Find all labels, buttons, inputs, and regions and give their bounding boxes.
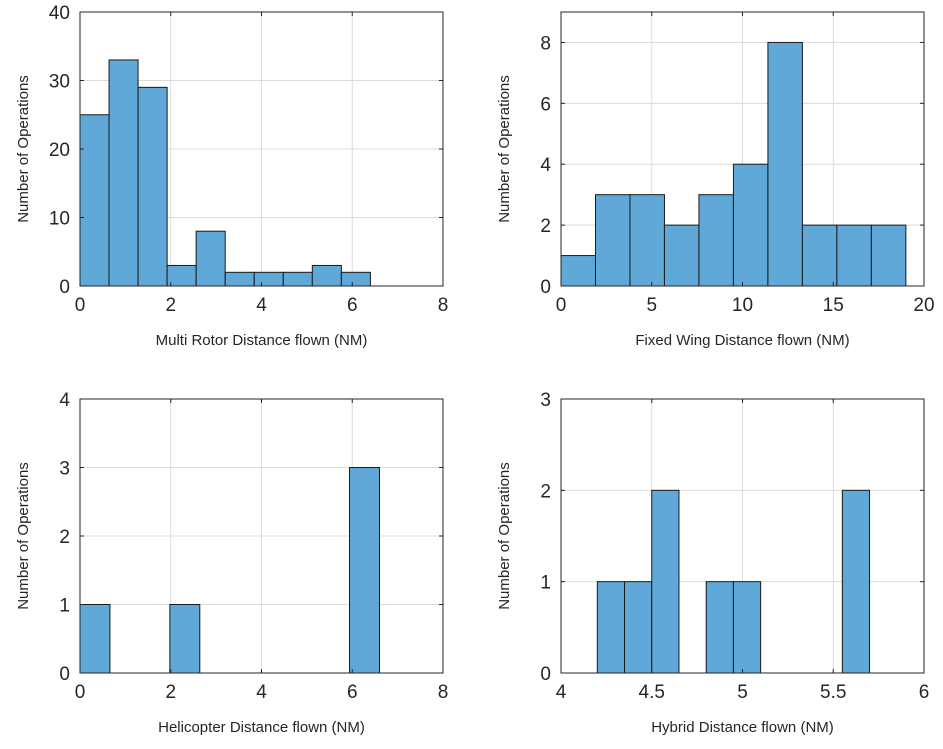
y-tick-label: 0 xyxy=(59,277,70,298)
fixed-wing-histogram-panel: 0 5 10 15 20 0 2 4 6 8 Fixed Wing Distance flown (… xyxy=(496,11,935,349)
x-tick-label: 0 xyxy=(75,295,86,316)
x-tick-label: 8 xyxy=(438,682,449,703)
histogram-bar xyxy=(624,581,653,674)
x-tick-label: 4.5 xyxy=(639,682,665,703)
histogram-bar xyxy=(767,41,803,287)
histogram-bar xyxy=(79,114,110,287)
histogram-bar xyxy=(137,86,168,287)
histogram-bar xyxy=(108,59,139,287)
x-tick-label: 2 xyxy=(165,682,176,703)
y-tick-label: 8 xyxy=(540,33,551,54)
x-tick-label: 8 xyxy=(438,295,449,316)
histogram-bar xyxy=(841,489,871,674)
x-tick-label: 5 xyxy=(737,682,748,703)
histogram-bar xyxy=(629,194,665,287)
y-tick-label: 0 xyxy=(59,664,70,685)
x-tick-label: 4 xyxy=(256,295,267,316)
y-tick-label: 1 xyxy=(540,573,551,594)
y-axis-label: Number of Operations xyxy=(496,75,513,223)
x-axis-label: Hybrid Distance flown (NM) xyxy=(651,719,834,736)
x-tick-label: 2 xyxy=(165,295,176,316)
histogram-bar xyxy=(79,604,111,674)
histogram-bar xyxy=(594,194,631,287)
histogram-bar xyxy=(282,271,313,287)
y-tick-label: 6 xyxy=(540,94,551,115)
y-axis-label: Number of Operations xyxy=(15,75,32,223)
multi-rotor-histogram-panel: 0 2 4 6 8 0 10 20 30 40 Multi Rotor Distance flown… xyxy=(15,3,448,349)
x-axis-label: Multi Rotor Distance flown (NM) xyxy=(156,332,368,349)
x-tick-label: 5.5 xyxy=(820,682,846,703)
y-tick-label: 20 xyxy=(49,140,70,161)
histogram-bar xyxy=(253,271,284,287)
hybrid-histogram-panel: 4 4.5 5 5.5 6 0 1 2 3 Hybrid Distance flown (NM) N… xyxy=(496,390,929,736)
y-axis-label: Number of Operations xyxy=(496,462,513,610)
x-tick-label: 10 xyxy=(732,295,753,316)
x-tick-label: 0 xyxy=(75,682,86,703)
x-tick-label: 6 xyxy=(347,295,358,316)
y-axis-label: Number of Operations xyxy=(15,462,32,610)
histogram-bar xyxy=(349,467,380,674)
histogram-bar xyxy=(870,224,907,287)
histogram-bar xyxy=(166,264,197,287)
y-tick-label: 40 xyxy=(49,3,70,24)
histogram-bar xyxy=(836,224,872,287)
helicopter-histogram-panel: 0 2 4 6 8 0 1 2 3 4 Helicopter Distance flown (NM)… xyxy=(15,390,448,736)
histogram-bar xyxy=(705,581,734,674)
y-tick-label: 4 xyxy=(59,390,70,411)
x-tick-label: 6 xyxy=(919,682,930,703)
x-tick-label: 20 xyxy=(913,295,934,316)
histogram-bar xyxy=(596,581,626,674)
x-axis-label: Helicopter Distance flown (NM) xyxy=(158,719,365,736)
y-tick-label: 2 xyxy=(59,527,70,548)
histogram-bar xyxy=(732,163,769,287)
histogram-bar xyxy=(340,271,371,287)
y-tick-label: 0 xyxy=(540,664,551,685)
x-axis-label: Fixed Wing Distance flown (NM) xyxy=(635,332,849,349)
x-tick-label: 4 xyxy=(256,682,267,703)
x-tick-label: 0 xyxy=(556,295,567,316)
y-tick-label: 3 xyxy=(59,459,70,480)
y-tick-label: 2 xyxy=(540,481,551,502)
x-tick-label: 15 xyxy=(823,295,844,316)
histogram-bar xyxy=(169,604,201,674)
histogram-bar xyxy=(195,230,226,287)
y-tick-label: 0 xyxy=(540,277,551,298)
y-tick-label: 1 xyxy=(59,596,70,617)
x-tick-label: 5 xyxy=(646,295,657,316)
histogram-bar xyxy=(224,271,255,287)
histogram-bar xyxy=(698,194,734,287)
y-tick-label: 2 xyxy=(540,216,551,237)
y-tick-label: 3 xyxy=(540,390,551,411)
histogram-bar xyxy=(651,489,680,674)
histogram-bar xyxy=(732,581,762,674)
histogram-bar xyxy=(663,224,700,287)
histogram-bar xyxy=(801,224,838,287)
x-tick-label: 4 xyxy=(556,682,567,703)
x-tick-label: 6 xyxy=(347,682,358,703)
y-tick-label: 4 xyxy=(540,155,551,176)
y-tick-label: 30 xyxy=(49,72,70,93)
y-tick-label: 10 xyxy=(49,209,70,230)
histogram-bar xyxy=(560,255,596,287)
histogram-bar xyxy=(311,264,342,287)
